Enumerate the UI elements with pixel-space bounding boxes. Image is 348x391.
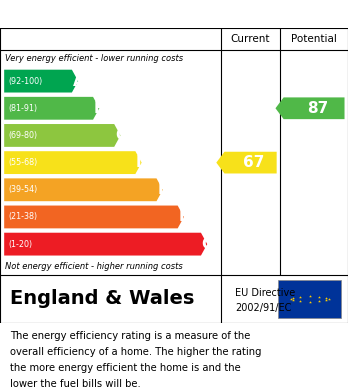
Bar [278,280,341,318]
Text: Energy Efficiency Rating: Energy Efficiency Rating [10,7,213,22]
Text: The energy efficiency rating is a measure of the: The energy efficiency rating is a measur… [10,331,251,341]
Text: 87: 87 [307,101,328,116]
Text: Very energy efficient - lower running costs: Very energy efficient - lower running co… [5,54,183,63]
Text: B: B [94,101,105,116]
Text: 2002/91/EC: 2002/91/EC [235,303,291,313]
Text: 67: 67 [243,155,265,170]
Text: England & Wales: England & Wales [10,289,195,308]
Text: (92-100): (92-100) [8,77,42,86]
Polygon shape [4,233,207,256]
Text: F: F [179,210,189,224]
Polygon shape [4,124,120,147]
Text: (21-38): (21-38) [8,212,38,221]
Polygon shape [4,97,99,120]
Text: Not energy efficient - higher running costs: Not energy efficient - higher running co… [5,262,183,271]
Text: Potential: Potential [291,34,337,44]
Text: (39-54): (39-54) [8,185,38,194]
Polygon shape [276,97,345,119]
Text: (81-91): (81-91) [8,104,38,113]
Text: A: A [73,74,84,89]
Text: lower the fuel bills will be.: lower the fuel bills will be. [10,379,141,389]
Polygon shape [216,152,277,174]
Polygon shape [4,206,184,228]
Polygon shape [4,70,78,93]
Text: G: G [201,237,214,252]
Text: E: E [157,182,168,197]
Text: (69-80): (69-80) [8,131,38,140]
Text: overall efficiency of a home. The higher the rating: overall efficiency of a home. The higher… [10,347,262,357]
Text: C: C [115,128,126,143]
Text: Current: Current [231,34,270,44]
Polygon shape [4,151,142,174]
Polygon shape [4,178,163,201]
Text: (1-20): (1-20) [8,240,32,249]
Text: (55-68): (55-68) [8,158,38,167]
Text: EU Directive: EU Directive [235,288,295,298]
Text: the more energy efficient the home is and the: the more energy efficient the home is an… [10,363,241,373]
Text: D: D [136,155,149,170]
